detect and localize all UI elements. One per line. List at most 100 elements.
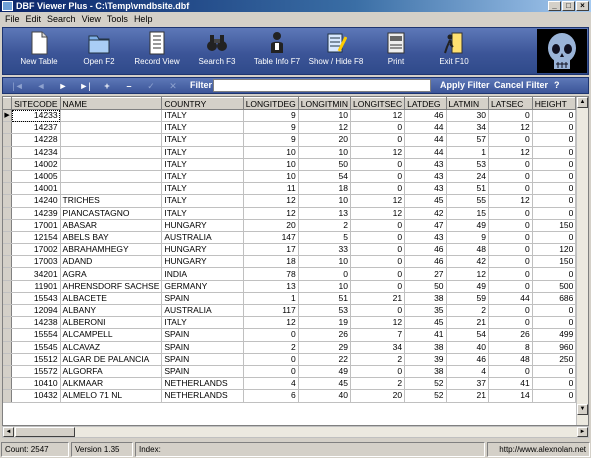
cell-latdeg[interactable]: 43: [404, 231, 447, 245]
cell-longitsec[interactable]: 0: [350, 121, 406, 135]
cell-longitmin[interactable]: 19: [298, 316, 351, 330]
menu-edit[interactable]: Edit: [25, 14, 42, 24]
table-row[interactable]: 15545ALCAVAZSPAIN2293438408960V: [3, 341, 588, 354]
cell-latdeg[interactable]: 35: [404, 304, 447, 318]
cell-height[interactable]: 120: [532, 243, 577, 257]
column-header-longitsec[interactable]: LONGITSEC: [350, 97, 406, 110]
cell-sitecode[interactable]: 10432: [11, 389, 61, 403]
cell-longitmin[interactable]: 18: [298, 182, 351, 196]
row-indicator[interactable]: [3, 292, 13, 306]
table-row[interactable]: 34201AGRAINDIA7800271200E: [3, 267, 588, 281]
cell-longitmin[interactable]: 10: [298, 146, 351, 159]
cell-country[interactable]: ITALY: [161, 182, 244, 196]
table-row[interactable]: 15543ALBACETESPAIN15121385944686V: [3, 292, 588, 306]
cell-latdeg[interactable]: 45: [404, 316, 447, 330]
cell-longitmin[interactable]: 29: [298, 341, 351, 354]
cell-latdeg[interactable]: 45: [404, 194, 447, 208]
column-header-latmin[interactable]: LATMIN: [446, 97, 490, 110]
new-table-button[interactable]: New Table: [17, 30, 61, 72]
vertical-scrollbar[interactable]: ▲ ▼: [576, 97, 588, 425]
cell-latdeg[interactable]: 27: [404, 267, 447, 281]
cell-latdeg[interactable]: 43: [404, 170, 447, 184]
cell-latdeg[interactable]: 42: [404, 207, 447, 220]
cell-longitsec[interactable]: 0: [350, 182, 406, 196]
scroll-left-arrow-icon[interactable]: ◄: [3, 427, 14, 437]
table-row[interactable]: 14237ITALY91204434120E: [3, 121, 588, 135]
cell-height[interactable]: 0: [532, 158, 577, 171]
table-row[interactable]: 15512 ALGAR DE PALANCIA SPAIN 0 22 2 39 46 48 250…: [3, 353, 588, 366]
cell-longitsec[interactable]: 0: [350, 231, 406, 245]
table-row[interactable]: 15572ALGORFASPAIN049038400V: [3, 365, 588, 379]
table-row[interactable]: 10410ALKMAARNETHERLANDS44525237410E: [3, 377, 588, 391]
cancel-edit-button[interactable]: ✕: [169, 81, 177, 91]
cell-height[interactable]: 0: [532, 207, 577, 220]
data-grid[interactable]: SITECODE NAME COUNTRY LONGITDEG LONGITMIN LON…: [2, 96, 589, 426]
cell-latmin[interactable]: 49: [446, 219, 490, 232]
cell-height[interactable]: 0: [532, 377, 577, 391]
cell-height[interactable]: 150: [532, 219, 577, 232]
cell-name[interactable]: [60, 133, 163, 147]
cell-name[interactable]: ALCAMPELL: [60, 328, 163, 342]
cell-country[interactable]: SPAIN: [161, 292, 244, 306]
cell-latmin[interactable]: 46: [446, 353, 490, 366]
cell-latdeg[interactable]: 38: [404, 365, 447, 379]
table-row[interactable]: ▶14233ITALY91012463000E: [3, 109, 588, 123]
cell-country[interactable]: NETHERLANDS: [161, 377, 244, 391]
show-hide-button[interactable]: Show / Hide F8: [308, 30, 364, 72]
horizontal-scroll-thumb[interactable]: [15, 427, 75, 437]
cell-longitsec[interactable]: 2: [350, 353, 406, 366]
row-indicator[interactable]: [3, 194, 13, 208]
cell-country[interactable]: GERMANY: [161, 280, 244, 293]
cell-longitdeg[interactable]: 20: [243, 219, 299, 232]
cell-height[interactable]: 0: [532, 146, 577, 159]
cell-name[interactable]: [60, 146, 163, 159]
open-button[interactable]: Open F2: [79, 30, 119, 72]
cell-longitdeg[interactable]: 9: [243, 109, 299, 123]
insert-record-button[interactable]: +: [104, 81, 110, 91]
cell-latsec[interactable]: 14: [488, 389, 533, 403]
cell-name[interactable]: [60, 121, 163, 135]
table-row[interactable]: 12094ALBANYAUSTRALIA11753035200E: [3, 304, 588, 318]
cell-longitsec[interactable]: 12: [350, 109, 406, 123]
cell-latsec[interactable]: 12: [488, 121, 533, 135]
last-record-button[interactable]: ►|: [79, 81, 91, 91]
cell-latsec[interactable]: 12: [488, 194, 533, 208]
scroll-right-arrow-icon[interactable]: ►: [577, 427, 588, 437]
first-record-button[interactable]: |◄: [12, 81, 24, 91]
table-row[interactable]: 14238ALBERONIITALY121912452100E: [3, 316, 588, 330]
cell-height[interactable]: 0: [532, 182, 577, 196]
cell-name[interactable]: ALBACETE: [60, 292, 163, 306]
cell-height[interactable]: 0: [532, 133, 577, 147]
row-indicator[interactable]: [3, 341, 13, 354]
cell-latdeg[interactable]: 41: [404, 328, 447, 342]
cell-latsec[interactable]: 0: [488, 365, 533, 379]
cell-name[interactable]: ALBERONI: [60, 316, 163, 330]
cell-longitmin[interactable]: 45: [298, 377, 351, 391]
menu-help[interactable]: Help: [133, 14, 153, 24]
cell-name[interactable]: ADAND: [60, 255, 163, 269]
cell-country[interactable]: ITALY: [161, 316, 244, 330]
cell-sitecode[interactable]: 14001: [11, 182, 61, 196]
cell-sitecode[interactable]: 17003: [11, 255, 61, 269]
horizontal-scrollbar[interactable]: ◄ ►: [2, 426, 589, 438]
cell-latmin[interactable]: 2: [446, 304, 490, 318]
cell-latsec[interactable]: 44: [488, 292, 533, 306]
row-indicator[interactable]: [3, 219, 13, 232]
row-indicator[interactable]: [3, 231, 13, 245]
cell-country[interactable]: ITALY: [161, 133, 244, 147]
cell-latmin[interactable]: 49: [446, 280, 490, 293]
cancel-filter-button[interactable]: Cancel Filter: [494, 80, 549, 90]
cell-longitmin[interactable]: 5: [298, 231, 351, 245]
cell-longitdeg[interactable]: 78: [243, 267, 299, 281]
cell-longitsec[interactable]: 0: [350, 219, 406, 232]
cell-latdeg[interactable]: 47: [404, 219, 447, 232]
column-header-sitecode[interactable]: SITECODE: [11, 97, 61, 110]
cell-latsec[interactable]: 0: [488, 219, 533, 232]
cell-latsec[interactable]: 0: [488, 267, 533, 281]
cell-sitecode[interactable]: 14005: [11, 170, 61, 184]
cell-longitdeg[interactable]: 2: [243, 341, 299, 354]
cell-name[interactable]: ABRAHAMHEGY: [60, 243, 163, 257]
prev-record-button[interactable]: ◄: [36, 81, 46, 91]
cell-longitmin[interactable]: 10: [298, 255, 351, 269]
cell-latsec[interactable]: 0: [488, 316, 533, 330]
